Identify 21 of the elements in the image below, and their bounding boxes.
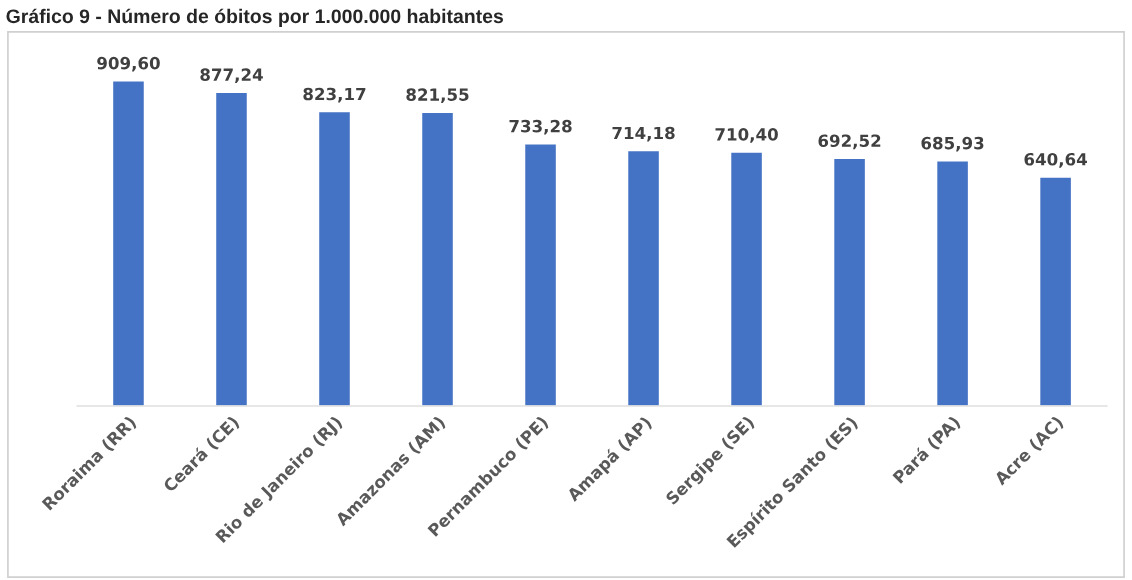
bar	[1038, 176, 1073, 406]
data-label: 877,24	[200, 68, 263, 84]
bar	[729, 151, 764, 406]
bar	[832, 157, 867, 406]
bar	[935, 160, 970, 406]
data-label: 685,93	[921, 136, 984, 152]
data-label: 821,55	[406, 88, 469, 104]
data-label: 909,60	[97, 56, 160, 72]
bar	[317, 110, 352, 406]
chart-title: Gráfico 9 - Número de óbitos por 1.000.000 habitantes	[6, 8, 503, 27]
data-label: 733,28	[509, 119, 572, 135]
bar	[111, 80, 146, 406]
data-label: 710,40	[715, 128, 778, 143]
data-label: 692,52	[818, 134, 881, 150]
bar	[420, 111, 455, 406]
bar	[214, 91, 249, 406]
data-label: 714,18	[612, 126, 675, 142]
bar	[626, 149, 661, 406]
bar	[523, 143, 558, 406]
data-label: 823,17	[303, 87, 366, 103]
data-label: 640,64	[1024, 152, 1087, 168]
